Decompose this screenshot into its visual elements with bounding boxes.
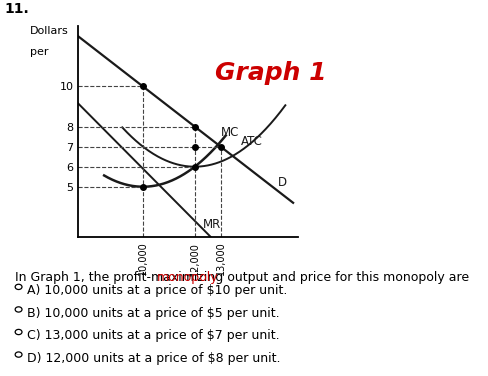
Text: MR: MR bbox=[202, 218, 220, 231]
Text: Graph 1: Graph 1 bbox=[214, 61, 325, 85]
Text: monopoly: monopoly bbox=[157, 271, 218, 284]
Text: D: D bbox=[277, 176, 286, 189]
Text: MC: MC bbox=[220, 126, 239, 139]
Text: per: per bbox=[30, 47, 48, 58]
Text: 11.: 11. bbox=[5, 2, 30, 16]
Text: In Graph 1, the profit-maximizing output and price for this monopoly are: In Graph 1, the profit-maximizing output… bbox=[15, 271, 468, 284]
Text: ATC: ATC bbox=[241, 135, 263, 149]
Text: B) 10,000 units at a price of $5 per unit.: B) 10,000 units at a price of $5 per uni… bbox=[27, 307, 279, 320]
Text: Dollars: Dollars bbox=[30, 26, 68, 36]
Text: D) 12,000 units at a price of $8 per unit.: D) 12,000 units at a price of $8 per uni… bbox=[27, 352, 280, 365]
Text: C) 13,000 units at a price of $7 per unit.: C) 13,000 units at a price of $7 per uni… bbox=[27, 329, 279, 342]
Text: A) 10,000 units at a price of $10 per unit.: A) 10,000 units at a price of $10 per un… bbox=[27, 284, 286, 297]
